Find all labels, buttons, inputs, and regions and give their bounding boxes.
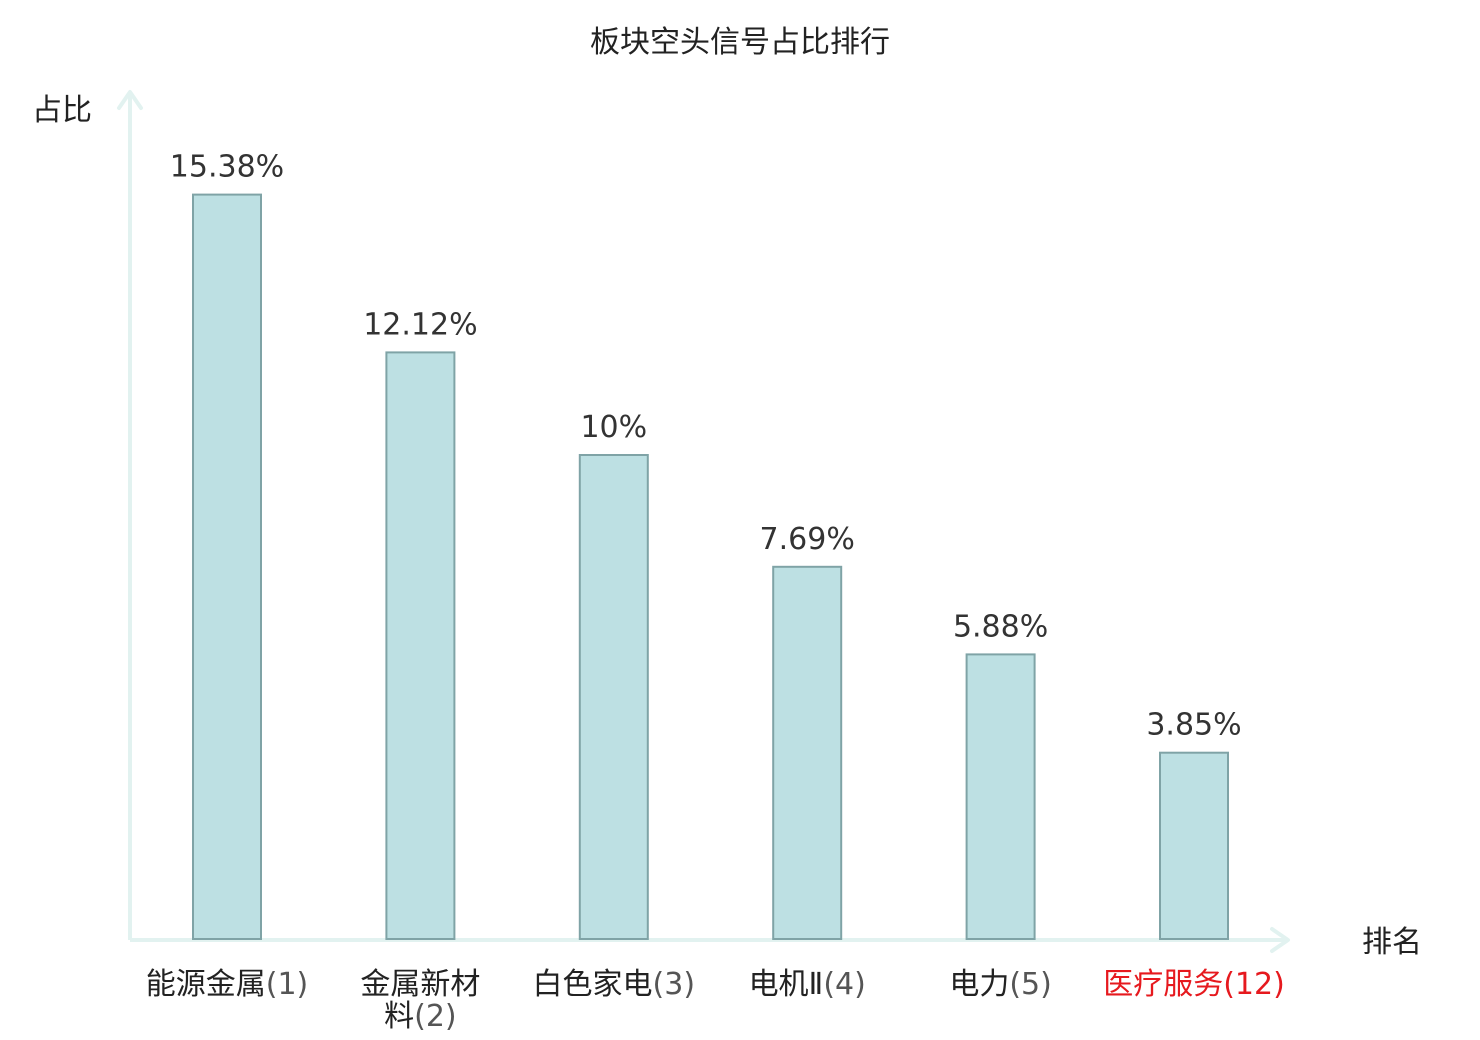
category-labels-group: 能源金属(1) 金属新材料(2) 白色家电(3) 电机Ⅱ(4) 电力(5) 医疗服务(12…	[146, 967, 1285, 1034]
category-label-3: 电机Ⅱ(4)	[749, 967, 866, 1002]
category-rank-5: (12)	[1223, 967, 1285, 1002]
bar-value-label-0: 15.38%	[170, 150, 284, 185]
category-rank-3: (4)	[823, 967, 866, 1002]
bar-0	[192, 193, 262, 941]
category-label-1: 金属新材料(2)	[360, 967, 480, 1034]
x-axis-label: 排名	[1362, 925, 1422, 960]
category-name-5: 医疗服务	[1103, 967, 1223, 1002]
bar-value-label-1: 12.12%	[363, 307, 477, 342]
category-rank-2: (3)	[653, 967, 696, 1002]
bars-group	[192, 193, 1229, 941]
category-rank-0: (1)	[266, 967, 309, 1002]
x-axis-arrow-icon	[1270, 927, 1290, 953]
y-axis-arrow-icon	[117, 90, 143, 110]
category-name-1: 金属新材	[360, 967, 480, 1002]
category-label-5: 医疗服务(12)	[1103, 967, 1285, 1002]
category-rank-4: (5)	[1009, 967, 1052, 1002]
bar-5	[1159, 751, 1229, 941]
category-name-2: 白色家电	[533, 967, 653, 1002]
category-name-line2-1: 料	[384, 999, 414, 1034]
bar-4	[965, 653, 1036, 941]
category-name-4: 电力	[949, 967, 1009, 1002]
category-label-2: 白色家电(3)	[533, 967, 696, 1002]
y-axis-label: 占比	[32, 93, 92, 128]
category-rank-1: (2)	[414, 999, 457, 1034]
bar-2	[578, 454, 649, 940]
chart-title: 板块空头信号占比排行	[590, 25, 890, 60]
bar-value-label-5: 3.85%	[1146, 708, 1241, 743]
bar-3	[772, 565, 843, 940]
category-label-4: 电力(5)	[949, 967, 1052, 1002]
bar-value-label-3: 7.69%	[760, 522, 855, 557]
bar-value-label-4: 5.88%	[953, 609, 1048, 644]
value-labels-group: 15.38% 12.12% 10% 7.69% 5.88% 3.85%	[170, 150, 1242, 743]
bar-value-label-2: 10%	[580, 410, 647, 445]
category-name-0: 能源金属	[146, 967, 266, 1002]
bar-1	[385, 351, 456, 940]
category-label-0: 能源金属(1)	[146, 967, 309, 1002]
category-name-3: 电机Ⅱ	[749, 967, 824, 1002]
